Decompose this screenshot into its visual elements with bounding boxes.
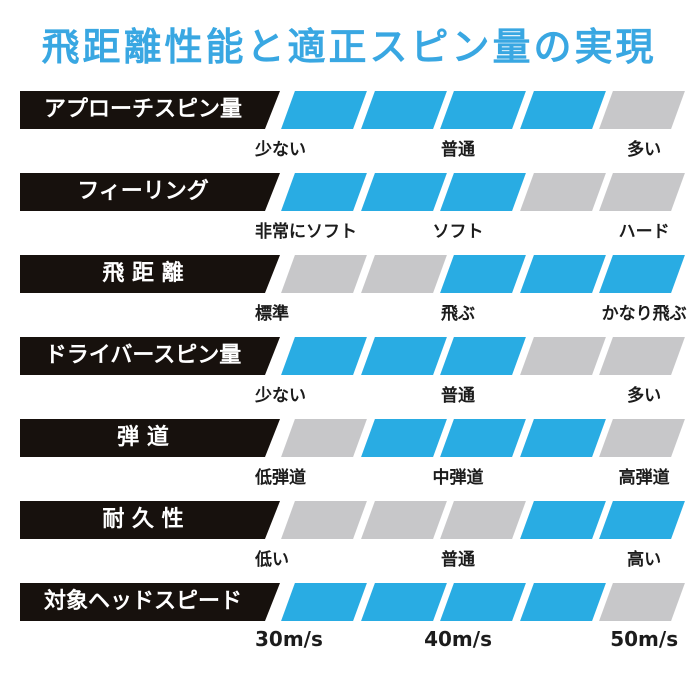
row-label-approach-spin: アプローチスピン量 [20,91,280,129]
segment-muted [281,255,367,293]
scale-label-durability-2: 普通 [441,550,476,570]
scale-label-head-speed-1: 30m/s [255,627,323,651]
scale-label-durability-3: 高い [627,550,662,570]
segment-highlight [440,91,526,129]
row-label-distance: 飛 距 離 [20,255,280,293]
segment-highlight [599,255,685,293]
scale-label-head-speed-3: 50m/s [610,627,679,651]
scale-label-feeling-3: ハード [618,222,670,242]
scale-label-trajectory-3: 高弾道 [618,468,670,488]
scale-line-feeling: 非常にソフト ソフト ハード [255,211,678,242]
segment-highlight [281,173,367,211]
scale-label-driver-spin-1: 少ない [255,386,306,406]
row-label-durability: 耐 久 性 [20,501,280,539]
scale-label-driver-spin-2: 普通 [441,386,476,406]
segment-highlight [440,337,526,375]
chart-title: 飛距離性能と適正スピン量の実現 [41,25,657,69]
segment-highlight [360,173,447,211]
bar-line-distance: 飛 距 離 [20,255,685,293]
spec-row-head-speed: 対象ヘッドスピード 30m/s 40m/s 50m/s [20,583,685,651]
segment-muted [360,255,447,293]
segment-muted [599,173,685,211]
rating-rows: アプローチスピン量 少ない 普通 多い フィーリング 非常にソフト ソフト ハード飛 距 離標… [0,91,698,651]
scale-label-feeling-1: 非常にソフト [255,222,357,242]
segments-driver-spin [281,337,685,375]
segments-approach-spin [281,91,685,129]
row-label-feeling: フィーリング [20,173,280,211]
segment-muted [519,337,606,375]
scale-line-durability: 低い 普通 高い [255,539,678,570]
segment-highlight [360,419,447,457]
segment-highlight [360,337,447,375]
segment-highlight [440,173,526,211]
segment-highlight [281,337,367,375]
segment-muted [360,501,447,539]
scale-label-distance-1: 標準 [255,304,289,324]
bar-line-feeling: フィーリング [20,173,685,211]
segments-feeling [281,173,685,211]
segment-muted [281,419,367,457]
row-label-head-speed: 対象ヘッドスピード [20,583,280,621]
scale-label-distance-2: 飛ぶ [441,304,476,324]
segment-highlight [519,255,606,293]
bar-line-durability: 耐 久 性 [20,501,685,539]
scale-label-approach-spin-3: 多い [627,140,662,160]
segment-muted [599,337,685,375]
segments-distance [281,255,685,293]
scale-label-approach-spin-2: 普通 [441,140,476,160]
scale-line-trajectory: 低弾道 中弾道 高弾道 [255,457,678,488]
segment-highlight [440,255,526,293]
segments-trajectory [281,419,685,457]
segment-highlight [519,501,606,539]
segment-muted [599,419,685,457]
segment-highlight [440,583,526,621]
segments-durability [281,501,685,539]
scale-label-head-speed-2: 40m/s [424,627,492,651]
segment-highlight [360,583,447,621]
bar-line-approach-spin: アプローチスピン量 [20,91,685,129]
spec-row-distance: 飛 距 離標準 飛ぶ かなり飛ぶ [20,255,687,324]
scale-label-driver-spin-3: 多い [627,386,662,406]
segment-highlight [281,91,367,129]
segment-muted [599,91,685,129]
scale-line-driver-spin: 少ない 普通 多い [255,375,678,406]
segment-muted [281,501,367,539]
row-label-trajectory: 弾 道 [20,419,280,457]
scale-line-distance: 標準 飛ぶ かなり飛ぶ [255,293,687,324]
segment-highlight [281,583,367,621]
performance-spec-chart: 飛距離性能と適正スピン量の実現 アプローチスピン量 少ない 普通 多い フィーリング 非常… [0,16,698,651]
spec-row-trajectory: 弾 道低弾道 中弾道 高弾道 [20,419,685,488]
segment-highlight [360,91,447,129]
scale-label-trajectory-2: 中弾道 [432,468,484,488]
segment-highlight [519,91,606,129]
spec-row-approach-spin: アプローチスピン量少ない 普通 多い [20,91,685,160]
bar-line-head-speed: 対象ヘッドスピード [20,583,685,621]
scale-line-approach-spin: 少ない 普通 多い [255,129,678,160]
segment-muted [519,173,606,211]
segment-highlight [599,501,685,539]
scale-label-trajectory-1: 低弾道 [255,468,306,488]
segment-muted [440,501,526,539]
spec-row-feeling: フィーリング非常にソフト ソフト ハード [20,173,685,242]
bar-line-driver-spin: ドライバースピン量 [20,337,685,375]
scale-label-distance-3: かなり飛ぶ [601,304,687,324]
scale-label-approach-spin-1: 少ない [255,140,306,160]
spec-row-durability: 耐 久 性低い 普通 高い [20,501,685,570]
scale-label-feeling-2: ソフト [432,222,484,242]
segment-highlight [440,419,526,457]
segments-head-speed [281,583,685,621]
scale-label-durability-1: 低い [255,550,289,570]
segment-muted [599,583,685,621]
scale-line-head-speed: 30m/s 40m/s 50m/s [255,621,679,651]
row-label-driver-spin: ドライバースピン量 [20,337,280,375]
segment-highlight [519,419,606,457]
segment-highlight [519,583,606,621]
spec-row-driver-spin: ドライバースピン量少ない 普通 多い [20,337,685,406]
bar-line-trajectory: 弾 道 [20,419,685,457]
